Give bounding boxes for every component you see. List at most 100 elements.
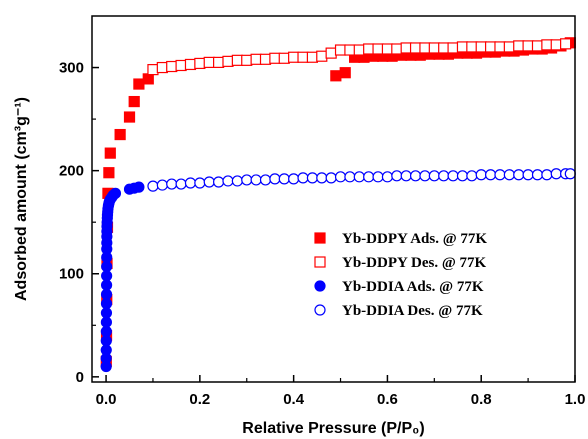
data-point-square <box>156 61 168 74</box>
data-point-square <box>484 41 497 53</box>
data-point-circle <box>475 169 487 181</box>
data-point-circle <box>288 173 300 185</box>
x-axis-title: Relative Pressure (P/P₀) <box>242 420 424 437</box>
data-point-circle <box>564 168 576 180</box>
data-point-circle <box>325 172 337 184</box>
legend-label: Yb-DDPY Ads. @ 77K <box>342 231 487 247</box>
series-3 <box>100 181 145 373</box>
data-point-square <box>334 44 347 56</box>
data-point-circle <box>109 187 122 199</box>
data-point-circle <box>194 177 206 189</box>
data-point-circle <box>269 173 281 185</box>
data-point-circle <box>101 270 113 282</box>
y-tick-label: 0 <box>76 369 84 386</box>
data-point-square <box>391 43 403 55</box>
data-point-square <box>288 51 300 63</box>
data-point-square <box>522 40 534 52</box>
data-point-circle <box>184 177 197 189</box>
data-point-square <box>353 44 365 56</box>
y-tick-label: 100 <box>59 266 84 283</box>
data-point-square <box>203 56 215 68</box>
data-point-circle <box>156 179 168 191</box>
y-tick-label: 300 <box>59 60 84 77</box>
data-point-circle <box>381 171 394 183</box>
legend-marker <box>314 232 326 244</box>
data-point-circle <box>353 171 365 183</box>
data-point-square <box>175 59 187 72</box>
data-point-square <box>363 43 375 55</box>
data-point-circle <box>409 170 422 182</box>
series-2 <box>147 38 572 76</box>
x-tick-label: 0.2 <box>189 391 210 408</box>
x-tick-label: 0.4 <box>283 391 305 408</box>
data-point-circle <box>531 169 544 181</box>
x-tick-label: 0.6 <box>377 391 398 408</box>
data-point-square <box>339 67 351 79</box>
legend-item: Yb-DDPY Ads. @ 77K <box>314 231 487 247</box>
data-point-square <box>560 38 572 50</box>
data-point-square <box>278 52 290 64</box>
data-point-circle <box>484 169 497 181</box>
data-point-circle <box>550 168 562 180</box>
data-point-square <box>428 42 440 54</box>
legend-label: Yb-DDIA Ads. @ 77K <box>342 279 484 295</box>
data-point-circle <box>175 178 187 190</box>
data-point-circle <box>166 178 178 190</box>
data-point-circle <box>541 169 553 181</box>
y-axis: 0 100 200 300 <box>59 60 99 386</box>
data-point-circle <box>522 169 534 181</box>
data-point-circle <box>133 181 145 193</box>
data-point-circle <box>419 170 431 182</box>
data-point-circle <box>100 335 112 347</box>
data-point-square <box>231 54 243 66</box>
data-point-circle <box>306 172 318 184</box>
data-point-square <box>269 52 281 64</box>
data-point-circle <box>494 169 506 181</box>
data-point-square <box>142 73 154 85</box>
data-point-square <box>400 42 412 54</box>
data-point-square <box>241 54 253 66</box>
data-point-circle <box>100 279 113 291</box>
data-point-square <box>475 41 487 53</box>
plot-frame <box>91 15 576 383</box>
data-point-square <box>250 53 262 65</box>
data-point-square <box>306 51 318 63</box>
legend-marker <box>314 256 326 268</box>
data-point-circle <box>438 170 450 182</box>
data-point-square <box>128 95 140 108</box>
data-point-square <box>184 58 197 71</box>
data-point-circle <box>466 170 478 182</box>
data-point-square <box>133 78 145 90</box>
data-point-circle <box>391 170 403 182</box>
data-point-circle <box>222 175 234 187</box>
data-point-square <box>541 39 553 51</box>
data-point-circle <box>100 344 112 356</box>
data-point-circle <box>203 176 215 188</box>
data-point-square <box>409 42 422 54</box>
data-point-square <box>381 43 394 55</box>
data-point-circle <box>363 171 375 183</box>
legend-marker <box>314 280 326 292</box>
legend-label: Yb-DDIA Des. @ 77K <box>342 303 483 319</box>
data-point-circle <box>100 316 112 328</box>
data-point-circle <box>456 170 469 182</box>
data-point-square <box>194 57 206 70</box>
data-point-square <box>222 55 234 67</box>
legend-item: Yb-DDIA Ads. @ 77K <box>314 279 484 295</box>
data-point-square <box>456 41 469 53</box>
data-point-circle <box>334 171 347 183</box>
data-point-square <box>531 40 544 52</box>
data-point-circle <box>100 325 112 338</box>
data-point-circle <box>503 169 515 181</box>
data-point-circle <box>344 171 356 183</box>
data-point-square <box>330 70 342 82</box>
legend-label: Yb-DDPY Des. @ 77K <box>342 255 487 271</box>
data-point-square <box>166 60 178 73</box>
data-point-circle <box>259 174 272 186</box>
data-point-circle <box>447 170 459 182</box>
data-point-square <box>344 44 356 56</box>
data-point-square <box>503 41 515 53</box>
data-point-square <box>419 42 431 54</box>
data-point-square <box>438 42 450 54</box>
